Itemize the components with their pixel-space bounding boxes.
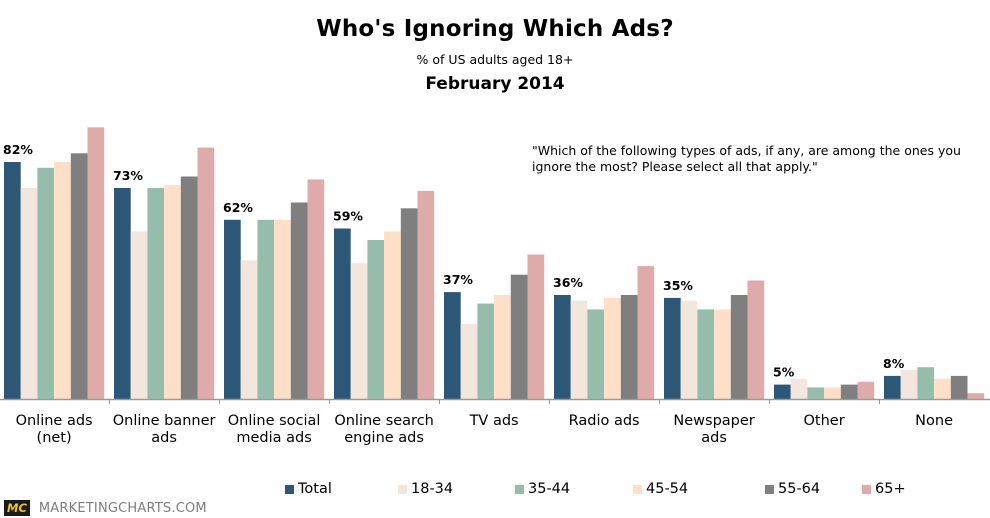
bar-35-44-8 [917,367,934,399]
legend-label: 55-64 [778,481,820,497]
bar-Total-0 [4,162,21,399]
category-label: TV ads [469,413,519,429]
bar-65plus-6 [748,281,765,400]
footer: MC MARKETINGCHARTS.COM [4,500,207,516]
bar-55-64-2 [291,203,308,400]
legend: Total 18-34 35-44 45-54 55-64 65+ [0,481,990,501]
bar-45-54-3 [384,231,401,399]
bar-65plus-5 [638,266,655,399]
data-label: 82% [3,142,33,157]
bar-35-44-6 [697,309,714,399]
bar-45-54-5 [604,298,621,399]
bar-45-54-0 [54,162,71,399]
bar-18-34-7 [791,379,808,399]
marketingcharts-logo: MC [4,500,30,516]
category-label: Online ads (net) [16,413,93,446]
bar-18-34-5 [571,301,588,399]
category-label: Radio ads [569,413,640,429]
data-label: 62% [223,200,253,215]
bar-55-64-7 [841,385,858,400]
bar-55-64-5 [621,295,638,399]
legend-label: 65+ [875,481,906,497]
bar-18-34-0 [21,188,38,399]
bar-45-54-1 [164,185,181,399]
category-label: None [915,413,953,429]
data-label: 73% [113,168,143,183]
category-label: Newspaper ads [673,413,754,446]
bar-55-64-0 [71,153,88,399]
data-label: 35% [663,278,693,293]
legend-item: 65+ [862,481,906,497]
bar-Total-8 [884,376,901,399]
bar-35-44-1 [147,188,164,399]
bar-18-34-6 [681,301,698,399]
legend-item: 55-64 [765,481,820,497]
data-label: 8% [883,356,905,371]
bar-45-54-4 [494,295,511,399]
legend-item: 35-44 [515,481,570,497]
bar-35-44-7 [807,387,824,399]
bar-45-54-6 [714,309,731,399]
bar-18-34-1 [131,231,148,399]
bar-35-44-5 [587,309,604,399]
bar-18-34-3 [351,263,368,399]
category-labels-group: Online ads (net) Online banner ads Online so… [16,413,954,446]
data-label: 37% [443,272,473,287]
legend-label: 45-54 [646,481,688,497]
bar-55-64-4 [511,275,528,399]
legend-item: 18-34 [398,481,453,497]
bar-Total-6 [664,298,681,399]
legend-swatch [633,485,642,494]
bar-35-44-2 [257,220,274,399]
bar-65plus-3 [418,191,435,399]
legend-label: Total [298,481,332,497]
bar-chart: 82% 73% 62% 59% 37% 36% 35% 5% 8% Online ads (net… [0,0,990,470]
legend-swatch [515,485,524,494]
bar-Total-1 [114,188,131,399]
bars-group [4,127,984,399]
data-label: 36% [553,275,583,290]
bar-Total-5 [554,295,571,399]
bar-18-34-2 [241,260,258,399]
bar-18-34-4 [461,324,478,399]
legend-swatch [765,485,774,494]
bar-35-44-4 [477,304,494,399]
bar-45-54-8 [934,379,951,399]
legend-item: Total [285,481,332,497]
data-label: 59% [333,209,363,224]
bar-45-54-2 [274,220,291,399]
bar-55-64-1 [181,177,198,400]
bar-Total-2 [224,220,241,399]
bar-65plus-7 [858,382,875,399]
bar-Total-7 [774,385,791,400]
data-label: 5% [773,365,795,380]
footer-site: MARKETINGCHARTS.COM [39,501,207,516]
legend-swatch [862,485,871,494]
category-label: Other [804,413,845,429]
bar-65plus-1 [198,148,215,399]
legend-swatch [285,485,294,494]
bar-Total-3 [334,229,351,400]
bar-45-54-7 [824,387,841,399]
legend-item: 45-54 [633,481,688,497]
bar-55-64-8 [951,376,968,399]
category-label: Online social media ads [228,413,321,446]
bar-55-64-6 [731,295,748,399]
bar-35-44-0 [37,168,54,399]
bar-35-44-3 [367,240,384,399]
legend-label: 18-34 [411,481,453,497]
legend-label: 35-44 [528,481,570,497]
category-label: Online search engine ads [334,413,434,446]
category-label: Online banner ads [113,413,216,446]
legend-swatch [398,485,407,494]
bar-65plus-4 [528,255,545,400]
bar-18-34-8 [901,370,918,399]
bar-65plus-0 [88,127,105,399]
bar-55-64-3 [401,208,418,399]
bar-65plus-8 [968,393,985,399]
bar-Total-4 [444,292,461,399]
bar-65plus-2 [308,179,325,399]
